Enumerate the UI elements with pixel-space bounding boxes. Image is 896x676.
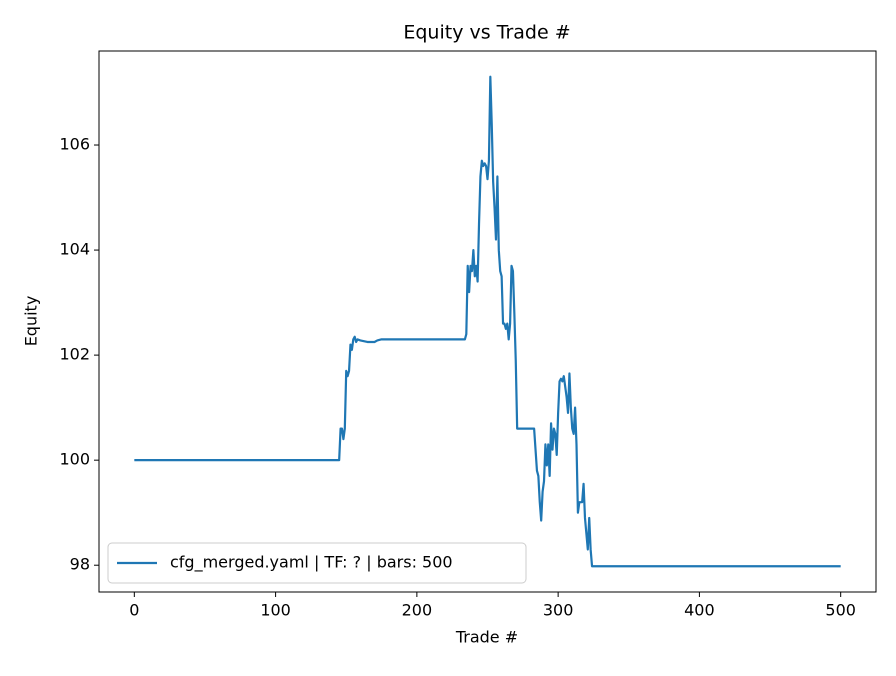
y-tick-label: 102 (59, 345, 90, 364)
x-axis-label: Trade # (455, 628, 518, 647)
y-tick-label: 104 (59, 240, 90, 259)
x-tick-label: 100 (260, 601, 291, 620)
legend-box (107, 542, 527, 584)
y-tick-label: 98 (70, 555, 90, 574)
x-tick-label: 300 (543, 601, 574, 620)
chart-title: Equity vs Trade # (403, 22, 570, 44)
plot-frame (98, 50, 877, 593)
x-tick-label: 500 (825, 601, 856, 620)
x-tick-label: 0 (129, 601, 139, 620)
y-tick-label: 106 (59, 135, 90, 154)
line (134, 75, 841, 568)
x-tick-label: 200 (402, 601, 433, 620)
y-axis-label: Equity (22, 296, 41, 347)
x-tick-label: 400 (684, 601, 715, 620)
legend-label: cfg_merged.yaml | TF: ? | bars: 500 (170, 553, 453, 573)
y-tick-label: 100 (59, 450, 90, 469)
